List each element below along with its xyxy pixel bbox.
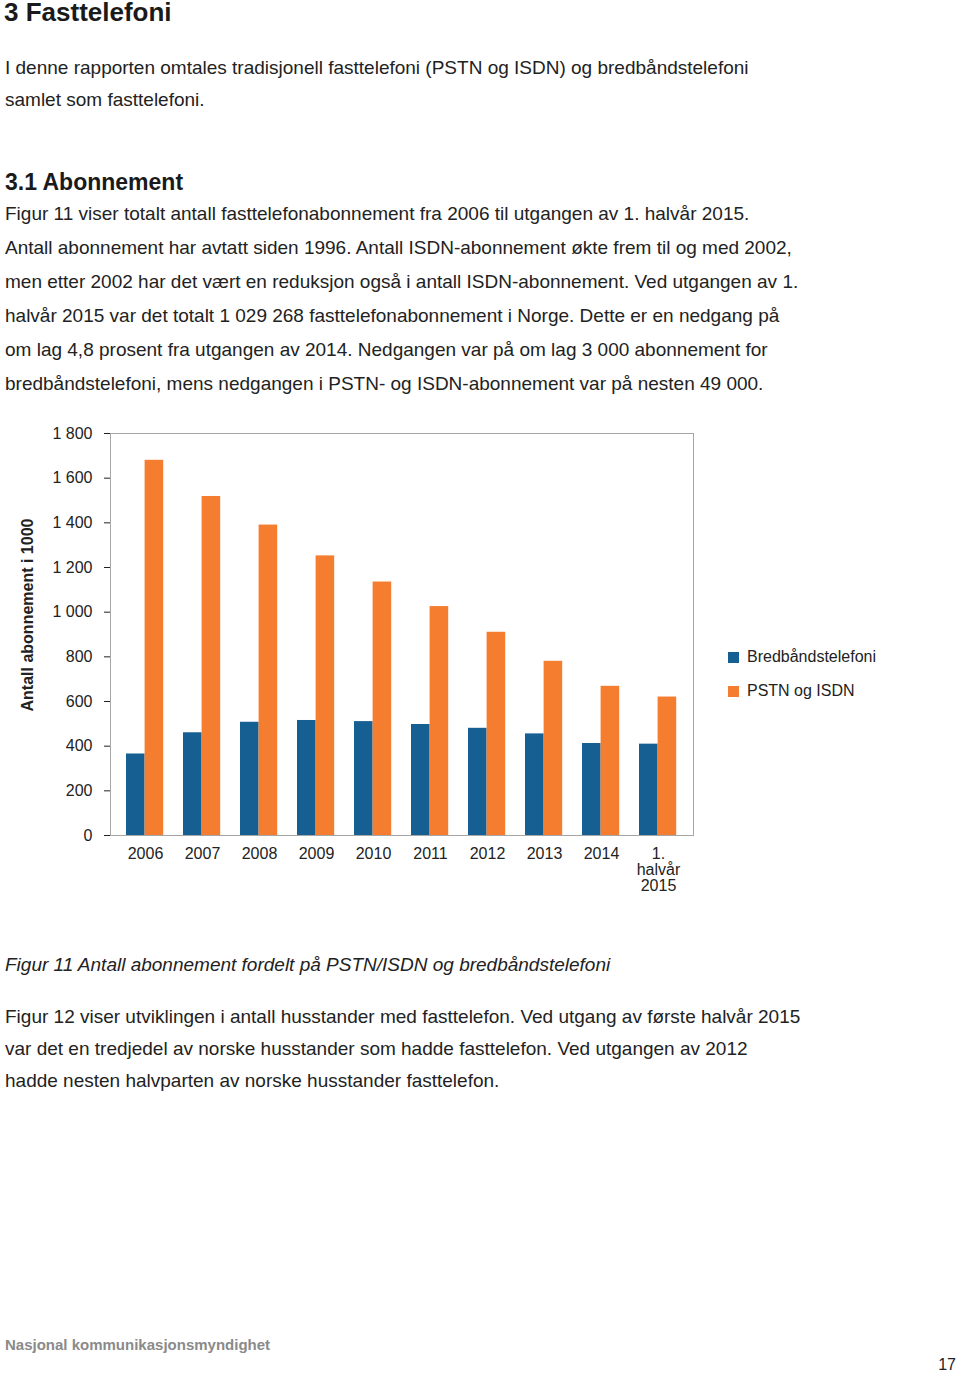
svg-text:2006: 2006: [128, 845, 164, 862]
html-text:Antall abonnement har avtatt s: Antall abonnement har avtatt siden 1996.…: [5, 237, 792, 258]
svg-text:2014: 2014: [584, 845, 620, 862]
svg-text:2011: 2011: [413, 845, 448, 862]
html-text:Bredbåndstelefoni: Bredbåndstelefoni: [747, 648, 876, 665]
svg-text:2010: 2010: [356, 845, 392, 862]
html-text:Figur 11 Antall abonnement for: Figur 11 Antall abonnement fordelt på PS…: [5, 954, 611, 975]
svg-text:1.halvår2015: 1.halvår2015: [637, 845, 681, 894]
html-text:3.1 Abonnement: 3.1 Abonnement: [5, 169, 184, 195]
html-text:men etter 2002 har det vært en: men etter 2002 har det vært en reduksjon…: [5, 271, 799, 292]
html-text:Figur 12 viser utviklingen i a: Figur 12 viser utviklingen i antall huss…: [5, 1006, 801, 1027]
html-text:I denne rapporten omtales trad: I denne rapporten omtales tradisjonell f…: [5, 57, 749, 78]
svg-text:2012: 2012: [470, 845, 506, 862]
svg-text:200: 200: [66, 782, 93, 799]
html-text:Figur 11 viser totalt antall f: Figur 11 viser totalt antall fasttelefon…: [5, 203, 750, 224]
html-text:halvår 2015 var det totalt 1 0: halvår 2015 var det totalt 1 029 268 fas…: [5, 305, 780, 326]
svg-text:1 600: 1 600: [52, 469, 92, 486]
svg-text:1 200: 1 200: [52, 559, 92, 576]
html-text:samlet som fasttelefoni.: samlet som fasttelefoni.: [5, 89, 205, 110]
html-text:Nasjonal kommunikasjonsmyndigh: Nasjonal kommunikasjonsmyndighet: [5, 1336, 271, 1353]
svg-text:2007: 2007: [185, 845, 221, 862]
html-text:17: 17: [938, 1356, 956, 1373]
html-text:PSTN og ISDN: PSTN og ISDN: [747, 682, 855, 699]
svg-text:600: 600: [66, 693, 93, 710]
html-text:bredbåndstelefoni, mens nedgan: bredbåndstelefoni, mens nedgangen i PSTN…: [5, 373, 764, 394]
svg-text:800: 800: [66, 648, 93, 665]
svg-text:2008: 2008: [242, 845, 278, 862]
svg-text:400: 400: [66, 737, 93, 754]
svg-text:1 400: 1 400: [52, 514, 92, 531]
svg-text:0: 0: [84, 827, 93, 844]
svg-text:2013: 2013: [527, 845, 563, 862]
html-text:hadde nesten halvparten av nor: hadde nesten halvparten av norske hussta…: [5, 1070, 500, 1091]
html-text:om lag 4,8 prosent fra utgange: om lag 4,8 prosent fra utgangen av 2014.…: [5, 339, 768, 360]
svg-text:1 000: 1 000: [52, 603, 92, 620]
svg-text:1 800: 1 800: [52, 425, 92, 442]
html-text:var det en tredjedel av norske: var det en tredjedel av norske husstande…: [5, 1038, 748, 1059]
svg-text:2009: 2009: [299, 845, 335, 862]
html-text:Antall abonnement i 1000: Antall abonnement i 1000: [19, 518, 36, 712]
